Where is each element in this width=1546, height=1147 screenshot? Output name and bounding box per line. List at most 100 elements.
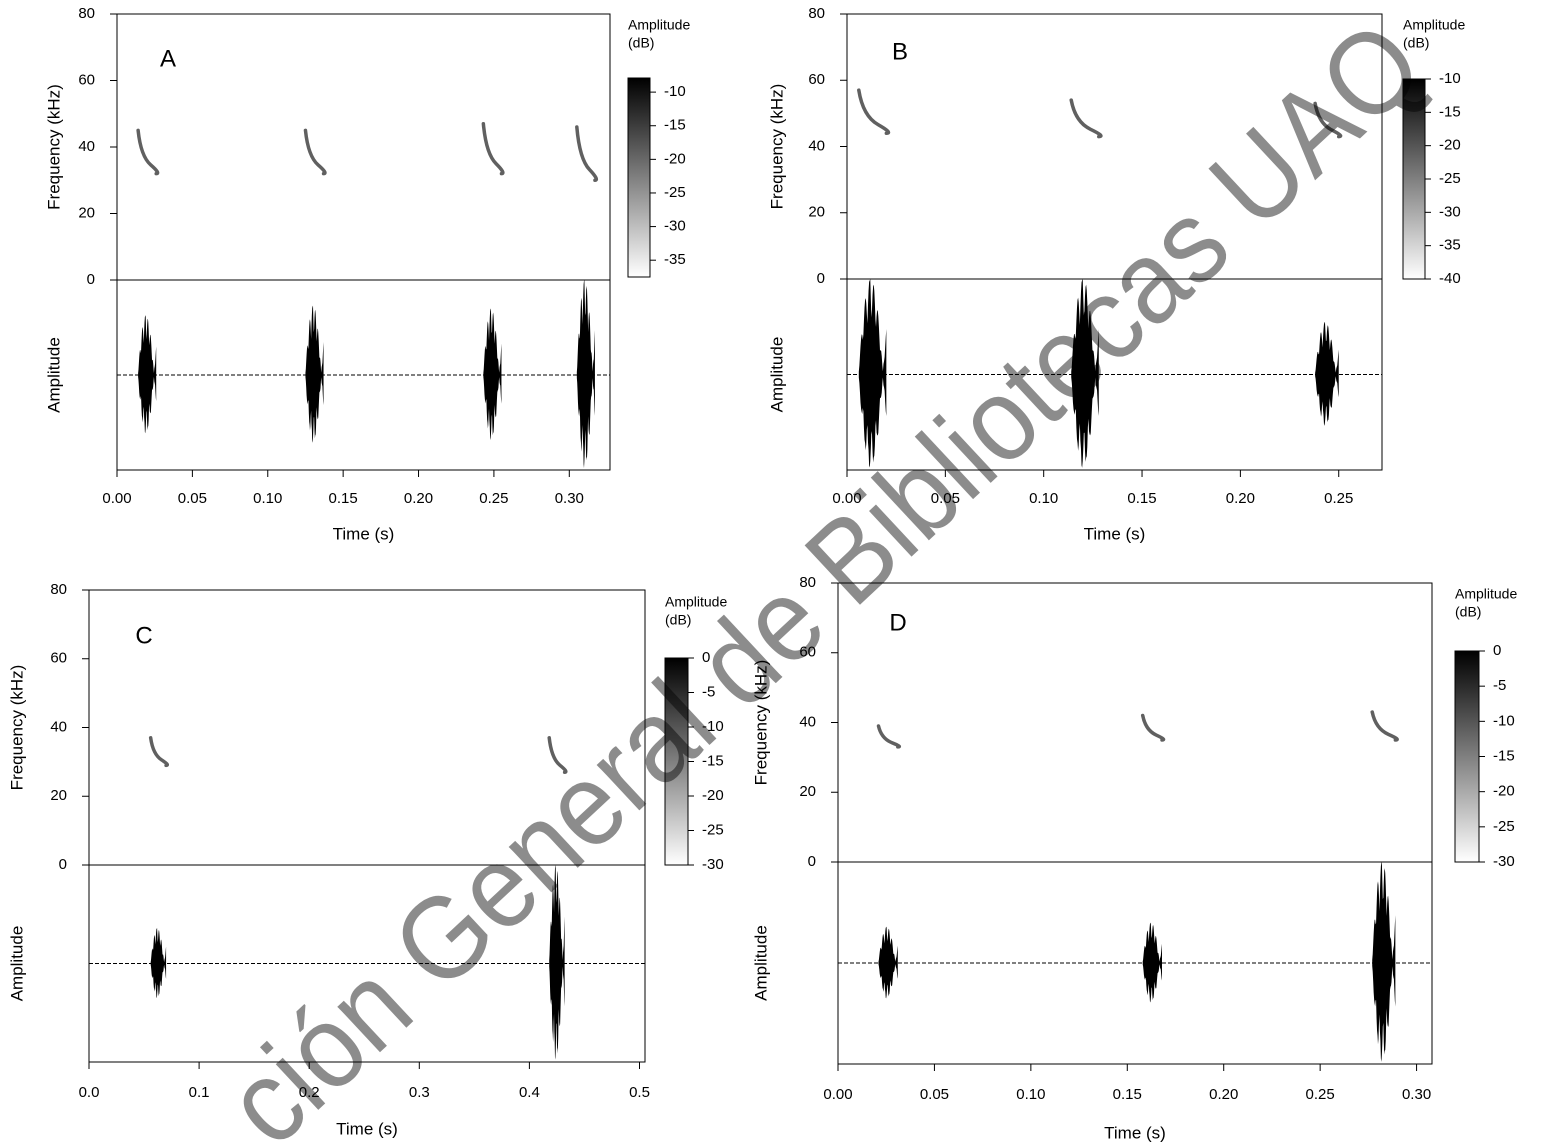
- colorbar-tick-label: -10: [702, 718, 724, 735]
- waveform-burst: [576, 280, 595, 469]
- waveform-burst: [1071, 279, 1099, 468]
- x-tick-label: 0.05: [178, 490, 207, 507]
- x-tick-label: 0.2: [299, 1084, 320, 1101]
- y-tick-label: 60: [78, 71, 95, 88]
- colorbar-tick-label: -35: [1439, 237, 1461, 254]
- colorbar-tick-label: -40: [1439, 270, 1461, 287]
- waveform-burst: [858, 279, 887, 468]
- colorbar-tick-label: -10: [664, 83, 686, 100]
- colorbar-tick-label: -30: [702, 856, 724, 873]
- spectrogram-frame: [837, 582, 1433, 863]
- spectrogram-frame: [116, 13, 611, 281]
- x-axis-label: Time (s): [1104, 1123, 1166, 1142]
- call-trace: [1140, 713, 1166, 742]
- y-axis-label: Frequency (kHz): [767, 84, 786, 210]
- y-axis-label: Frequency (kHz): [7, 665, 26, 791]
- colorbar-tick-label: -20: [664, 150, 686, 167]
- colorbar-tick-label: -35: [664, 251, 686, 268]
- x-tick-label: 0.15: [329, 490, 358, 507]
- call-trace: [1370, 710, 1399, 742]
- colorbar-tick-label: -25: [664, 184, 686, 201]
- colorbar-tick-label: -25: [1439, 170, 1461, 187]
- y-tick-label: 20: [50, 787, 67, 804]
- call-trace: [136, 128, 160, 176]
- x-tick-label: 0.3: [409, 1084, 430, 1101]
- panel: 0.0 0.1 0.2 0.3 0.4 0.5 0 20 40 60 80 Time (s) Frequ…: [7, 581, 727, 1139]
- colorbar: [627, 77, 651, 278]
- x-tick-label: 0.15: [1113, 1086, 1142, 1103]
- call-trace: [1069, 98, 1103, 139]
- x-tick-label: 0.00: [823, 1086, 852, 1103]
- y-tick-label: 0: [59, 856, 67, 873]
- x-tick-label: 0.30: [1402, 1086, 1431, 1103]
- panel-label: A: [160, 45, 176, 72]
- colorbar-title: Amplitude: [1403, 17, 1465, 33]
- call-trace: [303, 128, 327, 176]
- panel: 0.00 0.05 0.10 0.15 0.20 0.25 0.30 0 20 40 60 80 Tim…: [751, 574, 1517, 1143]
- colorbar-tick-label: 0: [1493, 642, 1501, 659]
- waveform-burst: [150, 928, 167, 999]
- colorbar-title: (dB): [1455, 604, 1481, 620]
- y-tick-label: 60: [808, 71, 825, 88]
- waveform-burst: [878, 926, 898, 999]
- y-tick-label: 60: [799, 644, 816, 661]
- call-trace: [1313, 101, 1343, 139]
- colorbar-tick-label: -30: [664, 218, 686, 235]
- call-trace: [857, 88, 891, 135]
- colorbar-tick-label: -30: [1493, 853, 1515, 870]
- waveform-burst: [305, 305, 324, 443]
- y-tick-label: 0: [87, 271, 95, 288]
- panel: 0.00 0.05 0.10 0.15 0.20 0.25 0 20 40 60 80 Time (s…: [767, 5, 1465, 544]
- x-tick-label: 0.00: [832, 490, 861, 507]
- y-tick-label: 40: [50, 718, 67, 735]
- x-tick-label: 0.30: [555, 490, 584, 507]
- y-axis-label: Frequency (kHz): [751, 660, 770, 786]
- x-tick-label: 0.20: [1209, 1086, 1238, 1103]
- y-tick-label: 20: [808, 204, 825, 221]
- colorbar-tick-label: -25: [702, 821, 724, 838]
- y-tick-label: 80: [78, 5, 95, 22]
- colorbar-tick-label: -20: [1439, 137, 1461, 154]
- y-tick-label: 20: [799, 783, 816, 800]
- colorbar-title: (dB): [665, 612, 691, 628]
- x-tick-label: 0.1: [189, 1084, 210, 1101]
- y-tick-label: 40: [78, 138, 95, 155]
- y-tick-label: 80: [808, 5, 825, 22]
- x-tick-label: 0.10: [1029, 490, 1058, 507]
- colorbar-tick-label: -15: [1493, 747, 1515, 764]
- panel-label: D: [889, 609, 906, 636]
- x-tick-label: 0.10: [253, 490, 282, 507]
- colorbar-tick-label: -30: [1439, 203, 1461, 220]
- x-tick-label: 0.25: [1324, 490, 1353, 507]
- y-tick-label: 40: [808, 137, 825, 154]
- panel-label: B: [892, 38, 908, 65]
- colorbar-tick-label: -15: [664, 117, 686, 134]
- x-axis-label: Time (s): [333, 524, 395, 543]
- call-trace: [481, 121, 505, 176]
- colorbar-title: Amplitude: [628, 17, 690, 33]
- colorbar-tick-label: -20: [1493, 783, 1515, 800]
- colorbar-tick-label: -5: [702, 683, 715, 700]
- call-trace: [547, 736, 568, 774]
- waveform-burst: [549, 865, 565, 1060]
- x-tick-label: 0.5: [629, 1084, 650, 1101]
- colorbar-title: (dB): [628, 35, 654, 51]
- waveform-burst: [138, 315, 157, 434]
- y-tick-label: 80: [50, 581, 67, 598]
- x-axis-label: Time (s): [336, 1119, 398, 1138]
- x-tick-label: 0.0: [79, 1084, 100, 1101]
- x-tick-label: 0.05: [931, 490, 960, 507]
- x-tick-label: 0.10: [1016, 1086, 1045, 1103]
- waveform-burst: [1142, 922, 1162, 1003]
- colorbar-title: Amplitude: [665, 594, 727, 610]
- y-tick-label: 80: [799, 574, 816, 591]
- waveform-burst: [1372, 862, 1396, 1062]
- y-axis-label: Frequency (kHz): [44, 84, 63, 210]
- colorbar-title: (dB): [1403, 35, 1429, 51]
- call-trace: [575, 125, 599, 182]
- panel-label: C: [135, 622, 152, 649]
- x-tick-label: 0.20: [1226, 490, 1255, 507]
- colorbar-tick-label: -25: [1493, 818, 1515, 835]
